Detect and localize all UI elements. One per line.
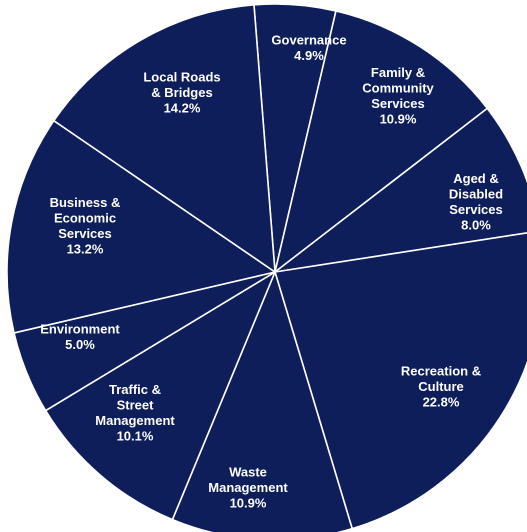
slice-value-label: 10.9% — [230, 496, 267, 511]
slice-value-label: 22.8% — [423, 395, 460, 410]
pie-slice-recreation-and-culture — [273, 232, 527, 530]
slice-name-line: & Bridges — [151, 85, 212, 100]
slice-name-line: Local Roads — [143, 70, 220, 85]
pie-slice-waste-management — [171, 269, 354, 532]
pie-slice-family-and-community-services — [273, 10, 489, 275]
slice-label-family-and-community-services: Family & Community Services 10.9% — [362, 65, 434, 127]
pie-slice-aged-and-disabled-services — [274, 107, 527, 273]
slice-name-line: Environment — [40, 321, 120, 336]
slice-name-line: Disabled — [449, 186, 503, 201]
pie-slice-traffic-and-street-management — [44, 270, 277, 521]
slice-label-business-and-economic-services: Business & Economic Services 13.2% — [50, 195, 121, 256]
slice-name-line: Waste — [229, 465, 267, 480]
slice-value-label: 10.1% — [117, 428, 154, 443]
slice-name-line: Family & — [371, 65, 425, 80]
slice-name-line: Management — [208, 480, 288, 495]
pie-slice-business-and-economic-services — [6, 119, 277, 334]
slice-name-line: Aged & — [453, 171, 499, 186]
slice-name-line: Business & — [50, 195, 121, 210]
slice-value-label: 14.2% — [164, 101, 201, 116]
slice-value-label: 10.9% — [380, 111, 417, 126]
slice-value-label: 13.2% — [67, 241, 104, 256]
slice-label-aged-and-disabled-services: Aged & Disabled Services 8.0% — [449, 171, 503, 233]
slice-name-line: Community — [362, 80, 434, 95]
slice-name-line: Street — [117, 397, 155, 412]
slice-value-label: 8.0% — [461, 217, 491, 232]
pie-labels: Governance 4.9%Family & Community Services 1… — [40, 32, 503, 510]
slice-label-recreation-and-culture: Recreation & Culture 22.8% — [401, 364, 481, 410]
slice-name-line: Culture — [418, 379, 464, 394]
slice-name-line: Governance — [271, 32, 346, 47]
slice-name-line: Management — [95, 413, 175, 428]
pie-slice-local-roads-and-bridges — [52, 3, 276, 274]
slice-value-label: 5.0% — [65, 337, 95, 352]
slice-name-line: Traffic & — [109, 382, 161, 397]
slice-name-line: Services — [58, 226, 112, 241]
slice-label-traffic-and-street-management: Traffic & Street Management 10.1% — [95, 382, 175, 444]
slice-label-environment: Environment 5.0% — [40, 321, 120, 352]
pie-slices — [6, 3, 527, 532]
slice-name-line: Services — [449, 202, 503, 217]
slice-value-label: 4.9% — [294, 48, 324, 63]
slice-name-line: Recreation & — [401, 364, 481, 379]
slice-label-governance: Governance 4.9% — [271, 32, 346, 63]
slice-name-line: Services — [371, 96, 425, 111]
slice-name-line: Economic — [54, 210, 116, 225]
slice-label-local-roads-and-bridges: Local Roads & Bridges 14.2% — [143, 70, 220, 116]
slice-label-waste-management: Waste Management 10.9% — [208, 465, 288, 511]
